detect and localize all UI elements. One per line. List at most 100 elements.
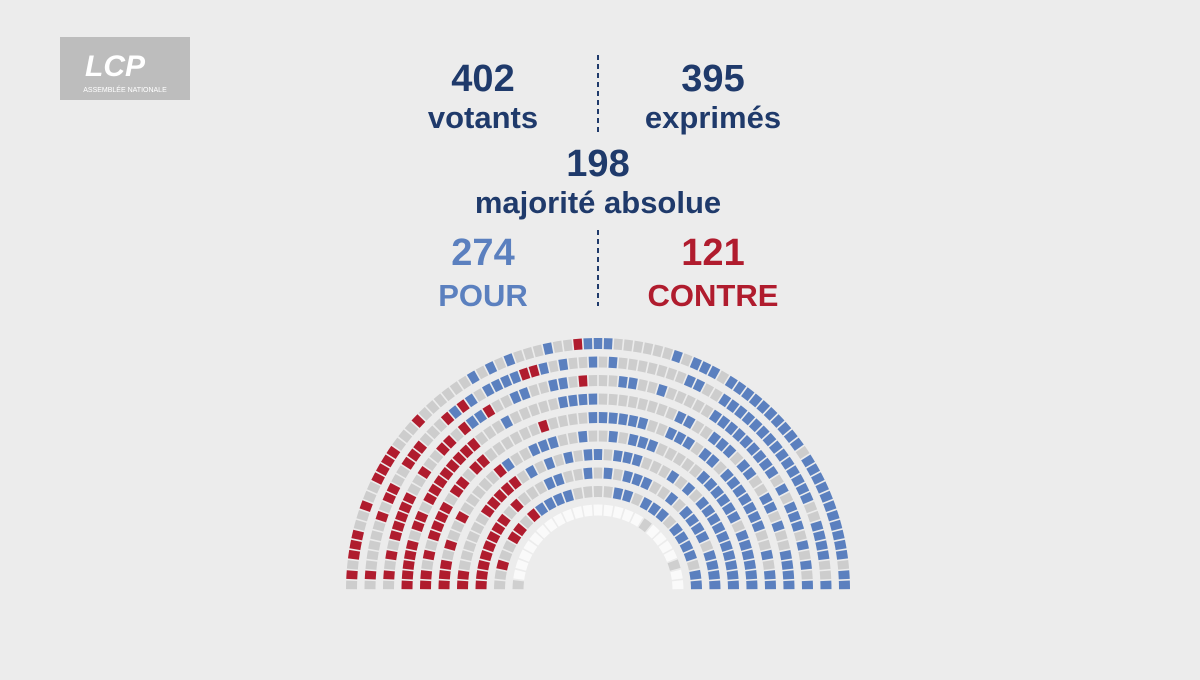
seat [773,513,776,521]
seat [642,523,649,528]
seat [840,541,842,549]
seat [518,526,523,533]
seat [806,457,810,464]
seat [546,462,554,465]
seat [775,477,779,484]
seat [677,581,678,589]
seat [549,422,557,424]
seat [841,551,842,559]
seat [512,416,520,420]
seat [712,414,719,419]
seat [673,355,681,358]
seat [760,532,763,540]
seat [486,430,493,435]
seat [428,551,430,559]
seat [559,364,567,365]
seat [699,500,704,506]
seat [579,436,587,437]
seat [579,381,587,382]
logo-subtitle: ASSEMBLÉE NATIONALE [83,85,167,94]
seat [825,571,826,579]
seat [633,518,640,522]
seat [529,491,536,496]
seat [503,400,511,404]
seat [654,350,662,352]
seat [650,529,656,535]
seat [639,422,647,424]
seat [518,581,519,589]
seat [508,543,512,551]
seat [759,487,763,494]
seat [732,514,736,521]
seat [452,410,459,415]
seat [417,522,420,530]
seat [494,404,501,408]
seat [648,444,656,447]
seat [747,470,752,477]
seat [799,532,801,540]
seat [701,534,705,541]
seat [721,533,724,541]
seat [713,393,720,397]
seat [540,444,548,447]
seat [757,453,762,459]
seat [530,370,538,372]
seat [449,496,453,503]
seat [821,541,823,549]
seat [381,513,384,521]
seat [633,459,641,461]
seat [781,425,787,431]
seat [353,551,354,559]
seat [530,389,538,392]
seat [496,362,504,365]
seat [485,552,487,560]
seat [534,536,539,543]
seat [424,504,428,512]
seat [456,523,459,531]
seat [512,436,519,440]
seat [676,457,683,461]
seat [559,401,567,403]
seat [685,486,691,492]
seat [619,400,627,401]
seat [824,561,825,569]
seat [705,543,708,551]
seat [470,375,477,379]
seat [690,517,695,524]
seat [780,532,782,540]
seat [485,409,492,413]
seat [433,487,437,494]
seat [820,484,824,492]
seat [579,418,587,419]
seat [623,476,631,478]
seat [440,513,444,521]
seat [480,516,484,523]
seat [711,561,713,569]
seat [736,386,743,391]
seat [584,455,592,456]
seat [813,513,816,521]
seat [775,418,781,424]
seat [378,522,380,530]
seat [565,476,573,478]
seat [730,561,732,569]
seat [504,441,511,445]
seat [614,474,622,475]
seat [428,461,433,468]
seat [629,401,637,403]
seat [434,453,439,459]
seat [512,534,516,541]
seat [643,462,651,465]
seat [619,419,627,420]
seat [692,561,694,569]
seat [787,561,788,569]
seat [452,532,455,540]
seat [403,433,408,440]
seat [804,551,805,559]
seat [677,396,685,399]
seat [609,418,617,419]
seat [476,524,480,531]
contre-value: 121 [681,232,744,274]
seat [428,495,432,502]
seat [507,510,513,516]
